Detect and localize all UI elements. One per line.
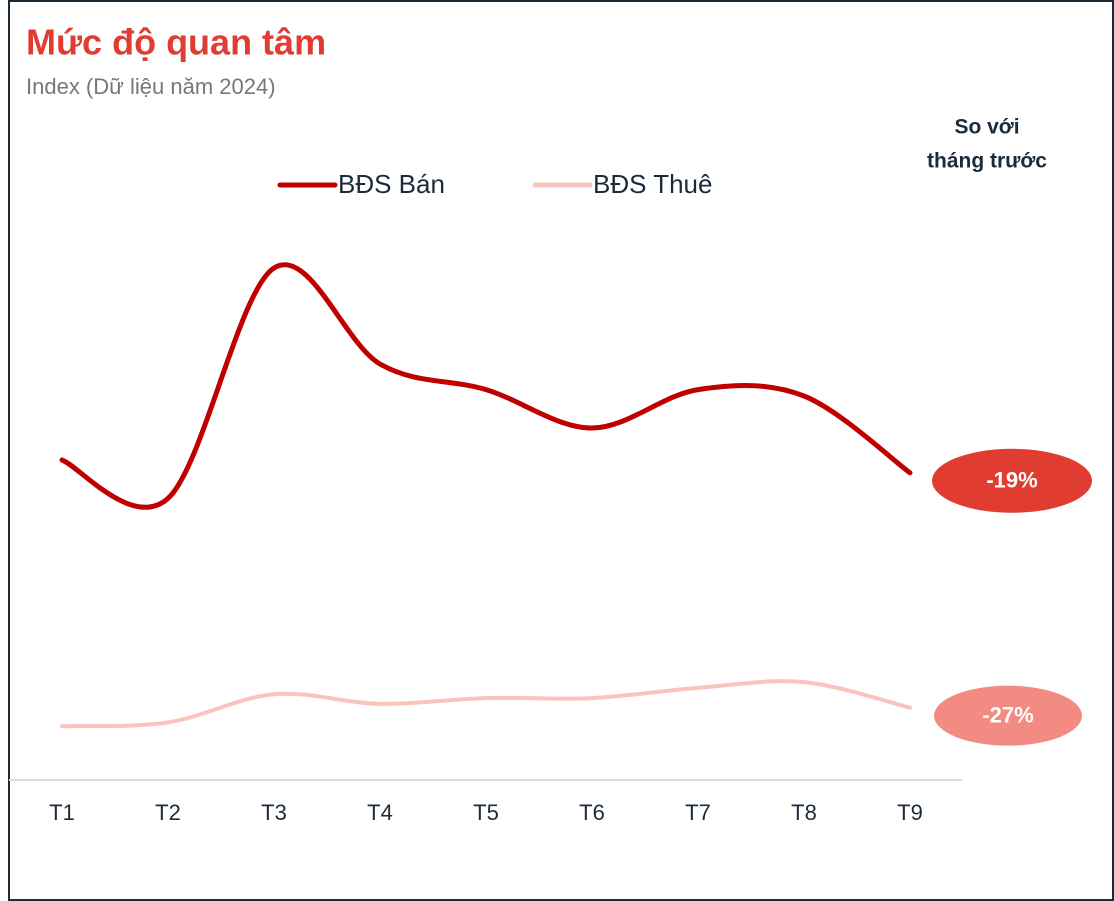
line	[59, 262, 913, 510]
change-badge	[934, 685, 1082, 746]
x-tick-label: T9	[897, 800, 923, 825]
chart-subtitle: Index (Dữ liệu năm 2024)	[26, 74, 276, 99]
chart-title: Mức độ quan tâm	[26, 22, 326, 63]
comparison-header: So với	[954, 116, 1019, 139]
legend-label: BĐS Bán	[338, 169, 445, 199]
x-tick-label: T6	[579, 800, 605, 825]
legend-label: BĐS Thuê	[593, 169, 712, 199]
frame	[8, 0, 1114, 901]
x-tick-label: T7	[685, 800, 711, 825]
x-tick-label: T5	[473, 800, 499, 825]
change-label: -27%	[982, 702, 1033, 727]
line	[60, 679, 912, 729]
x-tick-label: T8	[791, 800, 817, 825]
x-tick-label: T3	[261, 800, 287, 825]
change-label: -19%	[986, 468, 1037, 493]
change-badge	[932, 448, 1092, 513]
x-tick-label: T2	[155, 800, 181, 825]
x-tick-label: T1	[49, 800, 75, 825]
x-tick-label: T4	[367, 800, 393, 825]
comparison-header: tháng trước	[927, 150, 1047, 173]
